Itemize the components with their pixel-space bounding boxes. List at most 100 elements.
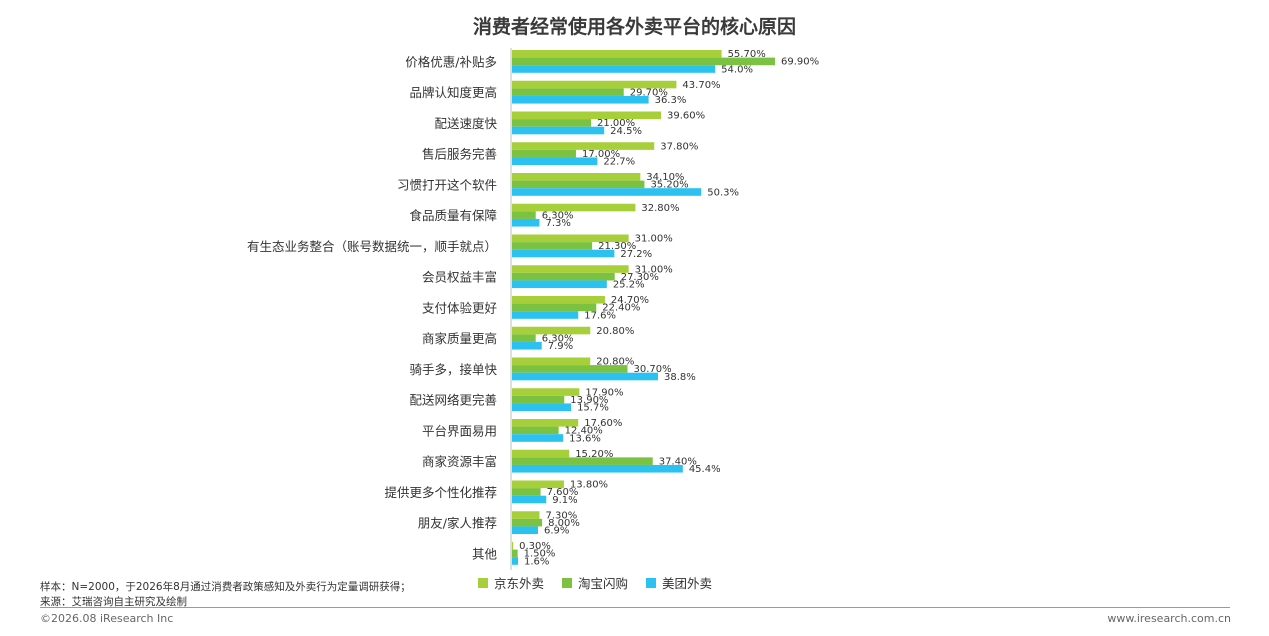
bar-jd xyxy=(512,542,514,550)
data-label-meituan: 45.4% xyxy=(689,464,721,475)
bar-meituan xyxy=(512,249,615,258)
bar-taobao xyxy=(512,518,543,527)
data-label-jd: 0.30% xyxy=(519,541,551,552)
bar-jd xyxy=(512,357,591,366)
bar-taobao xyxy=(512,57,775,66)
bar-taobao xyxy=(512,242,593,250)
legend-label-taobao: 淘宝闪购 xyxy=(578,576,629,591)
bar-taobao xyxy=(512,426,559,435)
bar-jd xyxy=(512,111,661,120)
category-label: 习惯打开这个软件 xyxy=(397,177,497,192)
bar-jd xyxy=(512,388,580,396)
data-label-taobao: 6.30% xyxy=(542,210,574,221)
legend-item-jd: 京东外卖 xyxy=(478,573,544,592)
bar-jd xyxy=(512,50,722,58)
data-label-jd: 7.30% xyxy=(545,510,577,521)
legend-label-jd: 京东外卖 xyxy=(494,576,545,591)
data-label-taobao: 27.30% xyxy=(621,272,659,283)
legend-swatch-jd xyxy=(478,577,488,588)
data-label-meituan: 17.6% xyxy=(584,310,616,321)
bar-jd xyxy=(512,449,570,458)
bar-meituan xyxy=(512,341,542,350)
category-label: 配送速度快 xyxy=(434,116,497,131)
data-label-jd: 31.00% xyxy=(635,264,673,275)
bar-taobao xyxy=(512,334,536,342)
data-label-taobao: 35.20% xyxy=(650,180,688,191)
data-label-meituan: 54.0% xyxy=(721,64,753,75)
category-label: 配送网络更完善 xyxy=(409,393,497,408)
legend-label-meituan: 美团外卖 xyxy=(662,576,713,591)
data-label-jd: 43.70% xyxy=(682,80,720,91)
bar-jd xyxy=(512,234,629,243)
bar-taobao xyxy=(512,180,645,189)
data-label-taobao: 69.90% xyxy=(781,57,819,68)
legend-swatch-meituan xyxy=(646,577,657,588)
bar-taobao xyxy=(512,488,541,496)
bar-taobao xyxy=(512,88,624,96)
data-label-jd: 17.60% xyxy=(584,418,622,429)
bar-jd xyxy=(512,203,636,212)
source-note: 来源：艾瑞咨询自主研究及绘制 xyxy=(40,596,187,608)
bar-taobao xyxy=(512,457,653,465)
category-label: 商家质量更高 xyxy=(422,331,497,346)
data-label-meituan: 6.9% xyxy=(544,526,569,537)
category-label: 平台界面易用 xyxy=(422,423,497,438)
data-label-jd: 15.20% xyxy=(575,449,613,460)
category-label: 其他 xyxy=(472,546,498,561)
category-label: 会员权益丰富 xyxy=(422,270,497,285)
bar-jd xyxy=(512,173,641,181)
data-label-taobao: 8.00% xyxy=(548,518,580,529)
copyright: ©2026.08 iResearch Inc xyxy=(40,612,174,625)
bar-taobao xyxy=(512,272,615,281)
legend-swatch-taobao xyxy=(562,577,573,588)
bar-chart: 价格优惠/补贴多 55.70% 69.90% 54.0% 品牌认知度更高 43.70% 29… xyxy=(247,48,819,570)
website-link[interactable]: www.iresearch.com.cn xyxy=(1107,612,1231,625)
bar-meituan xyxy=(512,218,540,227)
bar-jd xyxy=(512,142,655,150)
bar-meituan xyxy=(512,526,538,535)
bar-jd xyxy=(512,419,579,427)
data-label-jd: 13.80% xyxy=(570,480,608,491)
data-label-taobao: 21.00% xyxy=(597,118,635,129)
data-label-jd: 24.70% xyxy=(611,295,649,306)
data-label-jd: 37.80% xyxy=(660,141,698,152)
category-label: 食品质量有保障 xyxy=(409,208,497,223)
data-label-meituan: 15.7% xyxy=(577,403,609,414)
bar-jd xyxy=(512,80,677,89)
bar-taobao xyxy=(512,149,576,158)
data-label-jd: 20.80% xyxy=(596,357,634,368)
data-label-taobao: 22.40% xyxy=(602,303,640,314)
data-label-jd: 32.80% xyxy=(641,203,679,214)
data-label-taobao: 21.30% xyxy=(598,241,636,252)
data-label-jd: 31.00% xyxy=(635,234,673,245)
category-label: 品牌认知度更高 xyxy=(409,85,497,100)
data-label-taobao: 6.30% xyxy=(542,333,574,344)
category-label: 骑手多，接单快 xyxy=(409,362,497,377)
data-label-meituan: 36.3% xyxy=(655,95,687,106)
bar-jd xyxy=(512,480,564,489)
category-label: 提供更多个性化推荐 xyxy=(384,485,497,500)
bar-taobao xyxy=(512,303,597,312)
data-label-meituan: 7.3% xyxy=(545,218,570,229)
legend-item-meituan: 美团外卖 xyxy=(646,573,712,592)
data-label-jd: 55.70% xyxy=(728,49,766,60)
bar-meituan xyxy=(512,65,716,73)
category-label: 售后服务完善 xyxy=(422,147,497,162)
bar-taobao xyxy=(512,119,592,127)
bar-taobao xyxy=(512,395,565,404)
category-label: 有生态业务整合（账号数据统一，顺手就点） xyxy=(247,239,497,254)
bar-jd xyxy=(512,296,605,304)
data-label-meituan: 7.9% xyxy=(548,341,573,352)
data-label-meituan: 9.1% xyxy=(552,495,577,506)
bar-meituan xyxy=(512,495,547,504)
data-label-meituan: 25.2% xyxy=(613,280,645,291)
bar-meituan xyxy=(512,126,605,135)
data-label-jd: 20.80% xyxy=(596,326,634,337)
data-label-taobao: 12.40% xyxy=(565,426,603,437)
bar-taobao xyxy=(512,365,628,373)
data-label-meituan: 13.6% xyxy=(569,433,601,444)
data-label-jd: 34.10% xyxy=(646,172,684,183)
data-label-meituan: 24.5% xyxy=(610,126,642,137)
bar-meituan xyxy=(512,188,702,196)
bar-meituan xyxy=(512,403,572,412)
